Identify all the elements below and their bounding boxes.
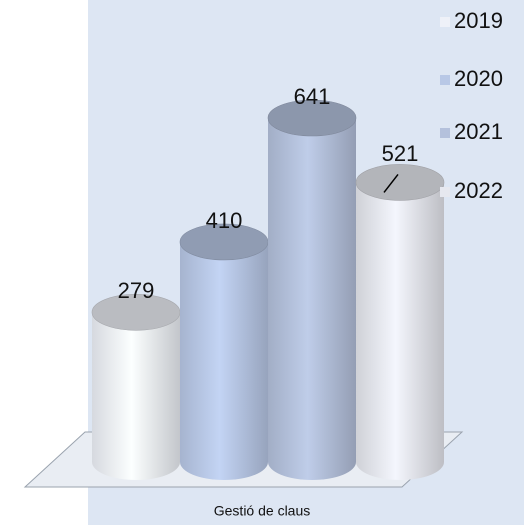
legend-swatch [440,17,450,27]
cylinder-top [267,99,357,137]
data-label: 410 [206,208,243,233]
legend-label: 2020 [454,66,503,91]
cylinder-top [355,164,445,201]
data-label: 641 [294,84,331,109]
legend-swatch [440,187,450,197]
legend-swatch [440,75,450,85]
leader-line [383,173,399,193]
data-label: 279 [118,278,155,303]
cylinder-body [92,312,180,480]
legend-swatch [440,128,450,138]
category-label: Gestió de claus [214,503,311,519]
cylinder-body [180,241,268,480]
cylinder-body [356,182,444,480]
legend-label: 2021 [454,119,503,144]
legend-label: 2022 [454,178,503,203]
legend-label: 2019 [454,8,503,33]
data-label: 521 [382,141,419,166]
cylinder-body [268,118,356,480]
